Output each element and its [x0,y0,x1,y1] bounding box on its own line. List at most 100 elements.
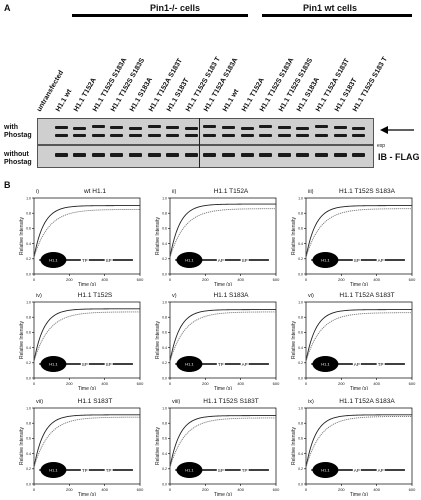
site2-box [240,466,249,474]
site1-label: TP [82,258,88,263]
x-axis-label: Time (s) [214,282,232,286]
site1-label: SP [354,258,360,263]
site2-label: AP [378,258,384,263]
x-tick-label: 200 [338,487,345,492]
curve-series-a [169,309,276,362]
y-axis-label: Relative Intensity [19,216,25,255]
x-tick-label: 400 [101,381,108,386]
x-axis-label: Time (s) [350,282,368,286]
band-lower [352,134,366,137]
ib-flag-label: IB - FLAG [378,152,420,162]
site2-label: AP [378,468,384,473]
frap-plot: i) wt H1.1 0 200 400 600 0.0 0.2 0.4 0.6 0.8 1.0 Tim… [19,188,144,286]
y-tick-label: 0.6 [298,331,303,335]
x-tick-label: 0 [305,277,308,282]
y-tick-label: 0.4 [298,346,303,350]
x-axis-label: Time (s) [78,492,96,496]
band-lower [129,134,142,137]
x-axis-label: Time (s) [350,386,368,390]
frap-plot: v) H1.1 S183A 0 200 400 600 0.0 0.2 0.4 0.6 0.8 1.0… [155,292,280,390]
x-tick-label: 400 [237,381,244,386]
curve-series-a [305,309,412,362]
lane-label: H1.1 wt [221,88,241,113]
domain-label: H1.1 [321,258,330,263]
lane-label: H1.1 T152A S183A [203,56,240,113]
band-total [147,153,161,157]
y-tick-label: 0.8 [298,422,303,426]
site1-box [216,466,225,474]
x-tick-label: 600 [137,277,144,282]
y-tick-label: 0.4 [26,242,31,246]
x-axis-label: Time (s) [78,386,96,390]
x-axis-label: Time (s) [78,282,96,286]
x-tick-label: 400 [237,487,244,492]
y-tick-label: 0.8 [162,316,167,320]
x-tick-label: 200 [202,381,209,386]
site2-box [104,466,113,474]
site2-box [240,256,249,264]
y-tick-label: 0.6 [162,437,167,441]
x-tick-label: 0 [305,487,308,492]
curve-series-a [33,414,140,468]
globular-domain [176,252,203,268]
band-total [315,153,328,157]
y-tick-label: 0.0 [26,272,31,276]
y-tick-label: 0.4 [298,242,303,246]
x-tick-label: 600 [409,277,416,282]
band-lower [222,134,235,137]
y-tick-label: 1.0 [298,196,303,200]
band-total [333,153,347,157]
y-tick-label: 0.2 [162,361,167,365]
curve-series-a [169,415,276,468]
x-tick-label: 600 [137,487,144,492]
x-tick-label: 0 [169,381,172,386]
band-total [259,153,273,157]
curve-series-b [33,311,140,362]
band-upper [222,126,235,129]
panel-number: ix) [308,399,314,405]
band-total [166,153,180,157]
plot-title: H1.1 T152A S183T [339,292,394,299]
x-tick-label: 200 [338,381,345,386]
panel-b-letter: B [4,180,11,190]
band-lower [54,134,68,137]
plot-title: H1.1 T152S [78,292,113,299]
site2-label: TP [242,468,248,473]
band-total [184,153,198,157]
plot-frame [169,197,277,275]
y-tick-label: 0.4 [26,452,31,456]
curve-series-a [305,414,412,468]
site2-box [376,360,385,368]
plot-frame [169,301,277,379]
domain-label: H1.1 [49,362,58,367]
y-tick-label: 0.6 [26,227,31,231]
y-tick-label: 0.4 [162,452,167,456]
curve-series-a [33,308,140,362]
band-lower [296,134,310,137]
domain-label: H1.1 [185,258,194,263]
y-axis-label: Relative Intensity [291,426,297,465]
band-upper [54,126,68,129]
y-tick-label: 0.6 [162,331,167,335]
band-lower [333,134,347,137]
band-total [54,153,68,157]
x-tick-label: 400 [373,381,380,386]
band-upper [184,127,198,130]
band-lower [110,134,124,137]
band-upper [73,127,87,130]
x-axis-label: Time (s) [214,386,232,390]
band-lower [240,134,254,137]
y-tick-label: 0.2 [298,257,303,261]
band-upper [129,127,142,130]
y-tick-label: 0.8 [26,212,31,216]
frap-plot: viii) H1.1 T152S S183T 0 200 400 600 0.0 0.2 0.4… [155,398,280,496]
curve-series-a [305,205,412,258]
curve-series-b [305,312,412,362]
site1-box [352,466,361,474]
y-tick-label: 0.6 [162,227,167,231]
blot-with-phostag [37,118,374,145]
y-tick-label: 0.6 [298,437,303,441]
y-tick-label: 0.4 [162,346,167,350]
site2-box [104,360,113,368]
y-axis-label: Relative Intensity [291,216,297,255]
